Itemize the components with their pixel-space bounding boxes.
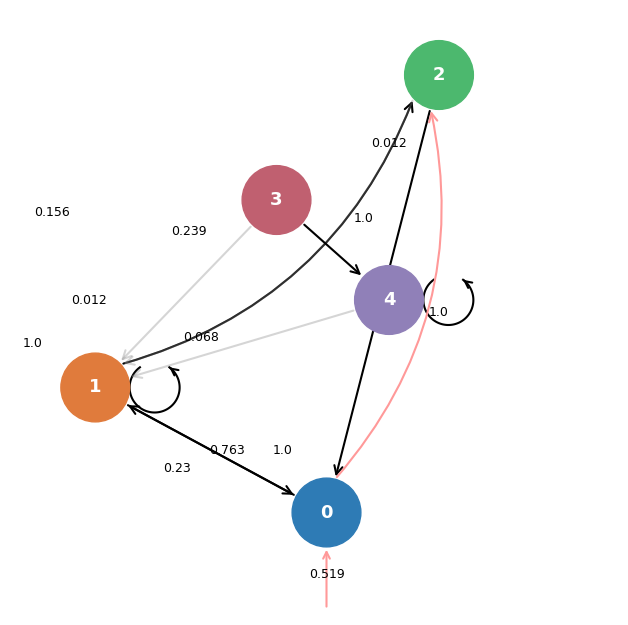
Text: 0.23: 0.23 [163,462,190,475]
Text: 0.519: 0.519 [308,569,344,581]
Text: 0.012: 0.012 [71,294,107,306]
Text: 2: 2 [433,66,445,84]
Circle shape [404,41,474,109]
Circle shape [61,353,129,422]
Text: 0.068: 0.068 [183,331,219,344]
Text: 0.239: 0.239 [171,225,207,238]
Text: 0.012: 0.012 [371,138,407,150]
Text: 0.763: 0.763 [208,444,244,456]
Circle shape [292,478,361,547]
Text: 1.0: 1.0 [354,213,374,225]
Text: 0: 0 [320,504,333,521]
Circle shape [242,166,311,234]
Text: 4: 4 [382,291,395,309]
Circle shape [355,266,423,334]
Text: 0.156: 0.156 [34,206,69,219]
Text: 1.0: 1.0 [429,306,449,319]
Text: 1: 1 [89,379,102,396]
Text: 1.0: 1.0 [273,444,293,456]
Text: 3: 3 [270,191,283,209]
Text: 1.0: 1.0 [23,338,43,350]
